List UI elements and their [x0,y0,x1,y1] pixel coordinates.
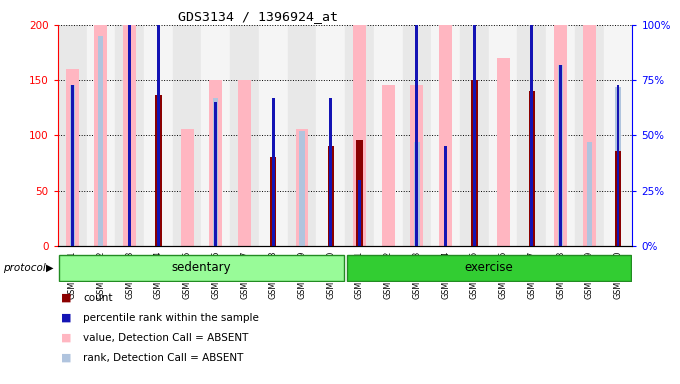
Bar [415,25,418,246]
Bar [471,80,477,246]
Bar [259,25,288,246]
Bar [86,25,116,246]
Bar [374,25,403,246]
Bar [144,25,173,246]
Bar [411,84,424,246]
Text: ▶: ▶ [46,263,54,273]
Bar [123,0,136,246]
Text: ■: ■ [61,353,71,362]
Bar [214,98,218,246]
Bar [59,255,343,281]
Bar [583,7,596,246]
Bar [181,129,194,246]
Bar [460,25,489,246]
Bar [617,84,619,246]
Bar [587,142,592,246]
Bar [473,25,476,246]
Bar [238,80,251,246]
Bar [356,140,362,246]
Text: ■: ■ [61,313,71,323]
Bar [99,36,103,246]
Bar [329,98,332,246]
Bar [381,84,394,246]
Bar [546,25,575,246]
Bar [296,129,309,246]
Bar [444,146,447,246]
Bar [528,91,535,246]
Bar [414,142,420,246]
Bar [472,131,477,246]
Bar [299,131,305,246]
Bar [201,25,231,246]
Bar [71,84,73,246]
Text: ■: ■ [61,293,71,303]
Bar [554,3,567,246]
Bar [489,25,517,246]
Text: ■: ■ [61,333,71,343]
Bar [353,7,366,246]
Bar [157,25,160,246]
Bar [173,25,201,246]
Bar [116,25,144,246]
Bar [270,157,277,246]
Text: rank, Detection Call = ABSENT: rank, Detection Call = ABSENT [83,353,243,362]
Text: value, Detection Call = ABSENT: value, Detection Call = ABSENT [83,333,248,343]
Bar [288,25,316,246]
Bar [316,25,345,246]
Bar [530,25,533,246]
Text: percentile rank within the sample: percentile rank within the sample [83,313,259,323]
Text: sedentary: sedentary [171,262,231,274]
Bar [517,25,546,246]
Bar [345,25,374,246]
Bar [615,87,621,246]
Bar [66,69,79,246]
Bar [347,255,631,281]
Bar [529,131,534,246]
Bar [230,25,259,246]
Bar [129,25,131,246]
Bar [575,25,604,246]
Bar [155,94,162,246]
Bar [403,25,431,246]
Bar [58,25,86,246]
Bar [358,180,361,246]
Text: protocol: protocol [3,263,46,273]
Bar [431,25,460,246]
Text: exercise: exercise [464,262,513,274]
Bar [496,58,509,246]
Text: GDS3134 / 1396924_at: GDS3134 / 1396924_at [178,10,339,23]
Bar [69,84,75,246]
Bar [439,0,452,246]
Text: count: count [83,293,112,303]
Bar [559,65,562,246]
Bar [214,102,217,246]
Bar [615,151,622,246]
Bar [95,0,107,246]
Bar [328,146,334,246]
Bar [272,98,275,246]
Bar [604,25,632,246]
Bar [558,65,563,246]
Bar [209,80,222,246]
